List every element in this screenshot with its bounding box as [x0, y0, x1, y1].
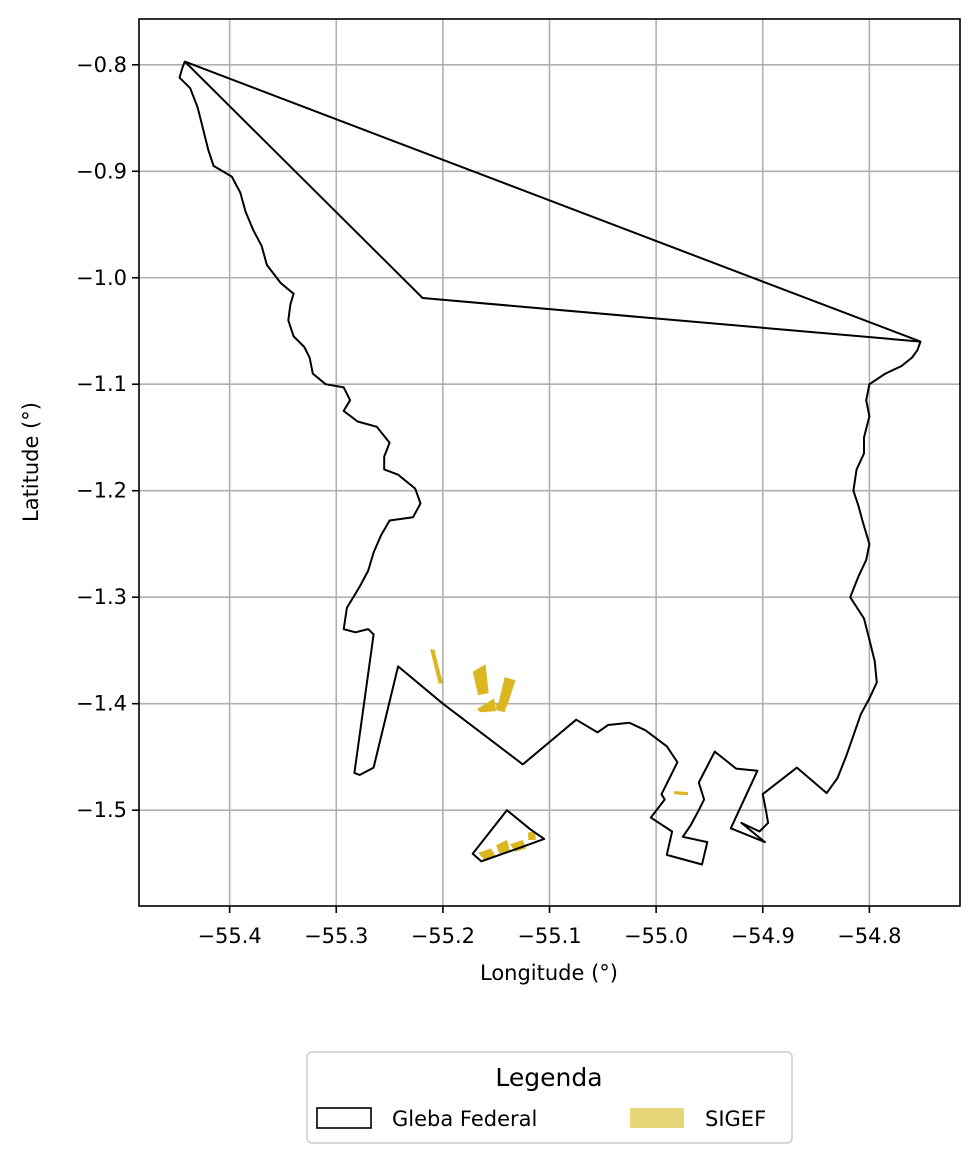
y-tick-label: −1.0	[76, 266, 127, 290]
y-axis-ticks: −0.8 −0.9 −1.0 −1.1 −1.2 −1.3 −1.4 −1.5	[76, 53, 139, 822]
legend-label-sigef: SIGEF	[705, 1107, 766, 1131]
x-axis-ticks: −55.4 −55.3 −55.2 −55.1 −55.0 −54.9 −54.8	[197, 906, 902, 948]
sigef-parcel	[528, 831, 536, 840]
x-tick-label: −55.2	[411, 924, 475, 948]
x-tick-label: −54.9	[731, 924, 795, 948]
legend-title: Legenda	[495, 1063, 602, 1092]
x-axis-title: Longitude (°)	[480, 961, 618, 985]
sigef-parcel	[498, 677, 516, 707]
sigef-parcel	[496, 703, 507, 713]
gleba-federal-boundary	[471, 809, 546, 863]
y-tick-label: −0.8	[76, 53, 127, 77]
x-tick-label: −55.4	[197, 924, 261, 948]
y-tick-label: −1.3	[76, 585, 127, 609]
sigef-parcel	[496, 840, 510, 854]
sigef-parcel	[674, 791, 689, 796]
gleba-federal-boundary	[184, 60, 921, 343]
legend-swatch-sigef	[630, 1108, 684, 1128]
x-tick-label: −55.0	[624, 924, 688, 948]
y-tick-label: −1.1	[76, 372, 127, 396]
gleba-federal-layer	[178, 60, 922, 866]
gleba-federal-boundary	[178, 60, 922, 866]
sigef-parcel	[472, 664, 489, 696]
y-tick-label: −1.2	[76, 479, 127, 503]
gridlines	[139, 19, 960, 906]
x-tick-label: −55.3	[304, 924, 368, 948]
x-tick-label: −54.8	[837, 924, 901, 948]
legend: Legenda Gleba Federal SIGEF	[306, 1051, 793, 1144]
sigef-parcel	[430, 649, 443, 684]
legend-swatch-gleba-federal	[316, 1107, 372, 1129]
y-axis-title: Latitude (°)	[19, 402, 43, 522]
legend-label-gleba-federal: Gleba Federal	[392, 1107, 537, 1131]
y-tick-label: −0.9	[76, 159, 127, 183]
x-tick-label: −55.1	[517, 924, 581, 948]
sigef-parcel	[477, 698, 497, 713]
y-tick-label: −1.4	[76, 692, 127, 716]
y-tick-label: −1.5	[76, 798, 127, 822]
